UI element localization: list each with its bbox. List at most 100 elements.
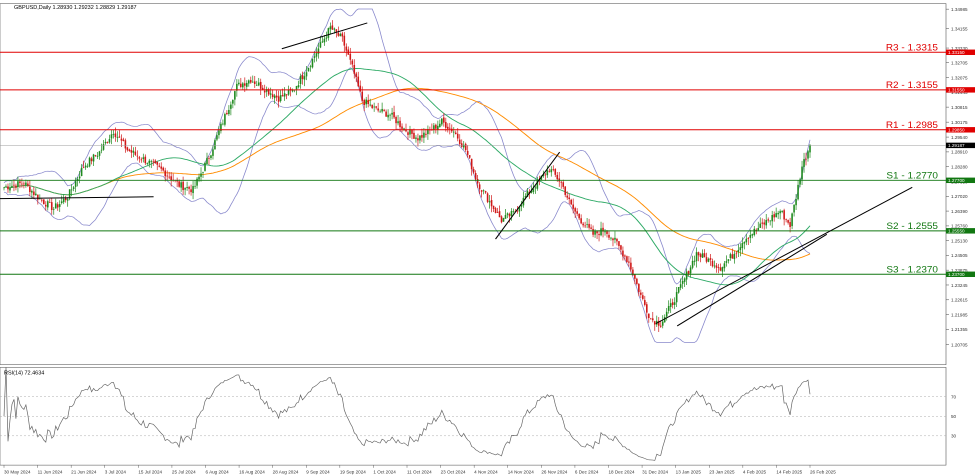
candle-body (329, 26, 332, 30)
candle-body (608, 234, 610, 238)
candle-body (337, 32, 340, 36)
candle-body (749, 235, 752, 238)
candle-body (242, 83, 244, 88)
candle-body (675, 292, 678, 303)
candle-body (616, 238, 618, 242)
candle-body (452, 131, 455, 133)
candle-body (369, 104, 371, 106)
candle-body (795, 199, 797, 206)
candle-body (753, 228, 756, 235)
y-tick-label: 1.34155 (951, 27, 968, 32)
candle-body (214, 140, 216, 150)
candle-body (313, 56, 316, 58)
level-tag (946, 49, 975, 55)
candle-body (636, 278, 638, 284)
candle-body (19, 181, 21, 183)
candle-body (411, 130, 413, 134)
current-price-text: 1.29187 (948, 143, 965, 148)
candle-body (319, 42, 322, 48)
candle-body (661, 321, 664, 326)
candle-body (787, 220, 789, 223)
candle-body (604, 231, 606, 233)
x-tick-label: 28 Aug 2024 (273, 469, 299, 474)
candle-body (801, 166, 803, 180)
y-tick-label: 1.32705 (951, 61, 968, 66)
candle-body (576, 211, 578, 214)
candle-body (492, 205, 495, 209)
candle-body (21, 183, 23, 185)
candle-body (353, 64, 356, 74)
candle-body (663, 317, 666, 323)
candle-body (56, 204, 59, 208)
y-tick-label: 1.23245 (951, 283, 968, 288)
y-tick-label: 1.26390 (951, 209, 968, 214)
candle-body (789, 222, 791, 228)
candle-body (649, 318, 652, 320)
candle-body (642, 295, 644, 299)
candle-body (13, 184, 15, 186)
candle-body (178, 181, 180, 187)
candle-body (594, 230, 596, 235)
candle-body (653, 321, 656, 325)
candle-body (357, 76, 360, 87)
candle-body (480, 190, 483, 192)
candle-body (681, 281, 684, 284)
candle-body (693, 260, 696, 262)
candle-body (622, 250, 624, 257)
x-tick-label: 13 Jan 2025 (676, 469, 702, 474)
candle-body (379, 111, 381, 113)
y-tick-label: 1.28910 (951, 150, 968, 155)
candle-body (134, 151, 137, 155)
candle-body (713, 265, 716, 267)
candle-body (297, 85, 300, 88)
candle-body (363, 99, 366, 105)
trendline (655, 186, 913, 325)
candle-body (15, 185, 17, 188)
candle-body (745, 238, 748, 243)
candle-body (112, 134, 115, 135)
candle-body (580, 218, 582, 224)
candle-body (52, 208, 55, 210)
candle-body (470, 158, 473, 170)
candle-body (305, 72, 308, 77)
candle-body (458, 139, 461, 144)
candle-body (92, 154, 95, 162)
candle-body (546, 170, 549, 176)
level-tag (946, 177, 975, 184)
candle-body (136, 155, 139, 157)
candle-body (33, 191, 35, 195)
candle-body (695, 252, 698, 262)
candle-body (343, 35, 346, 46)
y-tick-label: 1.31445 (951, 90, 968, 95)
candle-body (460, 143, 463, 147)
candle-body (610, 237, 612, 239)
candle-body (393, 112, 395, 118)
candle-body (536, 179, 539, 189)
candle-body (120, 138, 123, 141)
candle-body (251, 81, 254, 83)
candle-body (37, 194, 39, 200)
candle-body (152, 161, 155, 163)
candle-body (403, 128, 405, 130)
chart-header: GBPUSD,Daily 1.28930 1.29232 1.28829 1.2… (14, 5, 137, 11)
candle-body (761, 222, 764, 224)
candle-body (341, 33, 344, 37)
candle-body (554, 169, 557, 175)
candle-body (741, 243, 744, 249)
candle-body (634, 274, 636, 279)
y-tick-label: 1.25760 (951, 224, 968, 229)
candle-body (721, 267, 724, 272)
candle-body (351, 60, 354, 65)
candle-body (180, 182, 182, 188)
candle-body (46, 201, 49, 208)
candle-body (445, 122, 447, 128)
candle-body (355, 73, 358, 78)
candle-body (158, 165, 161, 167)
y-tick-label: 1.24505 (951, 253, 968, 258)
candle-body (311, 58, 314, 68)
candle-body (339, 33, 342, 37)
candle-body (488, 201, 491, 203)
candle-body (805, 158, 807, 160)
x-tick-label: 3 Jul 2024 (105, 469, 127, 474)
candle-body (785, 219, 787, 220)
